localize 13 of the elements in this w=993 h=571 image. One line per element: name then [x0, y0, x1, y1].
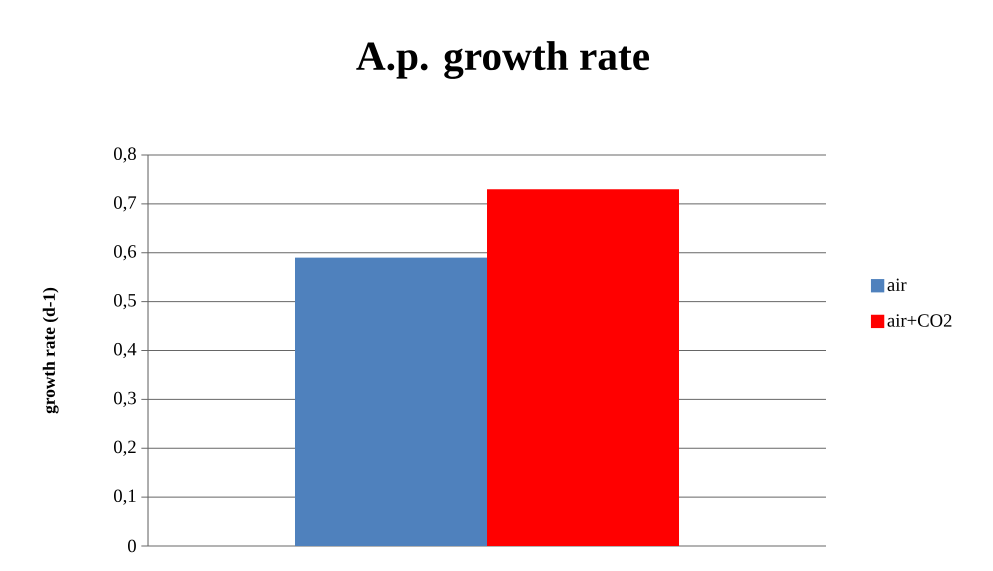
chart-title: A.p. growth rate	[356, 41, 650, 79]
y-tick-label: 0,3	[114, 392, 136, 407]
y-tick-label: 0	[128, 540, 136, 552]
y-tick-label: 0,5	[114, 294, 136, 310]
y-axis-title: growth rate (d-1)	[42, 288, 59, 414]
y-tick-label: 0,2	[114, 440, 136, 456]
y-tick-label: 0,1	[114, 489, 136, 505]
legend-label: air	[888, 278, 906, 292]
y-tick-label: 0,4	[114, 342, 136, 358]
y-tick-label: 0,6	[114, 245, 136, 260]
legend-label: air+CO2	[888, 314, 952, 327]
y-tick-label: 0,8	[114, 147, 136, 163]
y-tick-label: 0,7	[114, 196, 136, 212]
